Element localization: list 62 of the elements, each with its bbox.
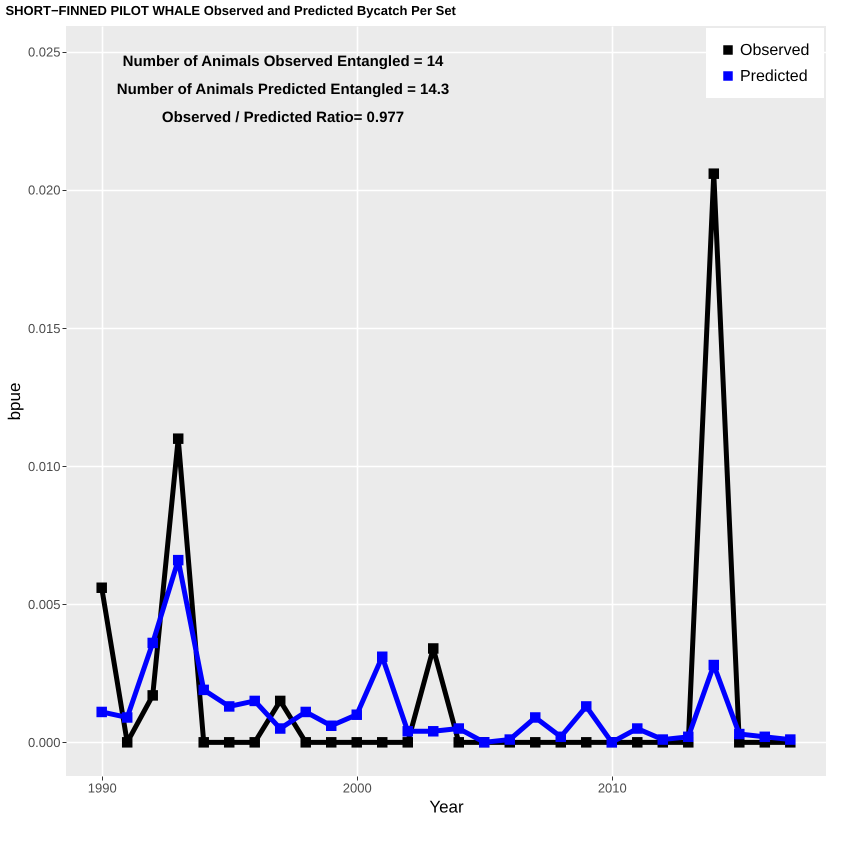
point [274,696,286,706]
point [530,737,541,748]
point [122,712,132,723]
point [683,732,694,742]
point [454,737,464,748]
point [122,737,132,748]
point [377,652,388,662]
point [351,709,362,720]
x-axis-title: Year [429,798,464,816]
y-tick-label: 0.015 [28,320,60,336]
annotation: Observed / Predicted Ratio= 0.977 [162,109,404,126]
point [428,726,438,737]
point [658,734,668,745]
legend-label: Observed [740,42,810,59]
annotation: Number of Animals Observed Entangled = 14 [122,53,444,70]
x-tick-label: 2010 [598,780,627,796]
point [96,582,107,593]
y-tick-label: 0.000 [28,734,60,750]
y-tick-label: 0.010 [28,458,60,474]
y-axis-title: bpue [4,382,24,420]
point [556,732,566,742]
point [581,701,592,712]
point [581,737,592,748]
point [708,168,720,179]
point [224,701,234,712]
point [428,643,438,654]
y-tick-label: 0.005 [28,596,60,612]
point [402,726,413,737]
point [760,732,770,742]
y-tick-label: 0.020 [28,182,60,198]
y-tick-label: 0.025 [28,44,60,60]
point [249,696,260,706]
point [454,723,464,734]
point [300,706,311,718]
legend-label: Predicted [740,68,808,85]
point [351,737,362,748]
point [326,720,336,732]
point [530,712,541,723]
point [632,723,643,734]
point [147,638,158,648]
chart-title: SHORT−FINNED PILOT WHALE Observed and Predicted Bycatch Per Set [5,3,457,18]
point [785,734,796,745]
point [274,723,286,734]
point [734,728,745,740]
point [326,737,336,748]
point [377,737,388,748]
point [402,737,413,748]
point [300,737,311,748]
annotation: Number of Animals Predicted Entangled = 14.3 [116,81,450,98]
point [632,737,643,748]
point [198,737,209,748]
point [147,690,158,701]
point [172,554,184,566]
x-tick-label: 1990 [88,780,117,796]
point [198,684,209,696]
point [96,706,107,718]
point [708,660,720,670]
point [504,734,515,745]
point [249,737,260,748]
point [224,737,234,748]
x-tick-label: 2000 [342,780,372,796]
point [172,433,184,444]
